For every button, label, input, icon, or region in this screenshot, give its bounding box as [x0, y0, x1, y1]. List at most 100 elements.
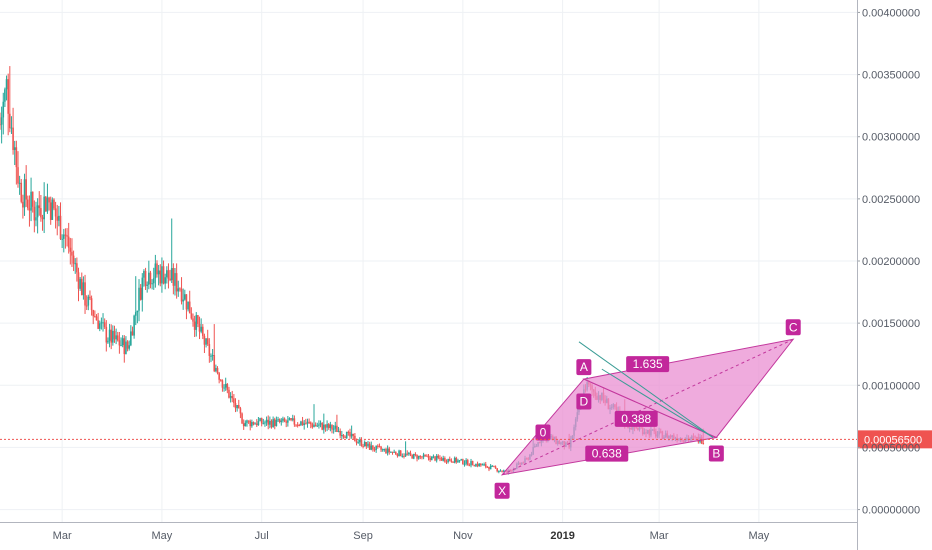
candle-body: [249, 420, 252, 427]
y-tick-label: 0.00350000: [862, 70, 920, 82]
candle-body: [352, 433, 355, 436]
candle-body: [427, 455, 430, 458]
xabcd-pattern[interactable]: X A B C 0 D 1.635 0.388 0.638: [494, 319, 801, 499]
pattern-ratio-label-bg: [626, 356, 670, 373]
candle-body: [61, 238, 63, 240]
candle-body: [77, 272, 80, 289]
grid-lines: [0, 0, 857, 522]
candle-body: [350, 433, 353, 437]
y-tick-label: 0.00000000: [862, 505, 920, 517]
candle-body: [372, 445, 374, 450]
candle-body: [244, 422, 247, 427]
x-tick-label: Jul: [255, 530, 269, 542]
candle-body: [113, 330, 116, 340]
candle-body: [494, 466, 497, 469]
candle-body: [378, 445, 381, 447]
y-tick-label: 0.00200000: [862, 256, 920, 268]
candle-body: [56, 216, 59, 221]
candle-body: [59, 215, 62, 239]
candle-body: [255, 423, 258, 426]
candle-body: [76, 263, 78, 273]
candle-body: [354, 435, 356, 442]
candle-body: [285, 421, 288, 423]
candle-body: [290, 418, 292, 420]
candle-body: [344, 436, 346, 439]
candle-body: [188, 301, 191, 314]
candle-body: [156, 263, 158, 275]
candle-body: [41, 217, 44, 220]
candle-body: [12, 127, 14, 150]
pattern-point-x: X: [494, 482, 510, 499]
candle-body: [239, 408, 242, 414]
candle-body: [267, 419, 270, 425]
candle-body: [260, 418, 263, 424]
candle-body: [478, 463, 481, 467]
candle-body: [177, 288, 180, 292]
candle-body: [247, 420, 250, 422]
candle-body: [5, 79, 8, 90]
candle-body: [499, 470, 502, 472]
candle-body: [64, 234, 67, 236]
candle-body: [167, 270, 170, 279]
pattern-point-a-bg: [576, 359, 592, 376]
candle-body: [375, 445, 377, 450]
candle-body: [329, 424, 332, 428]
pattern-ratio-label-bg: [585, 445, 629, 462]
candle-body: [198, 323, 201, 332]
candle-body: [401, 455, 404, 457]
candle-body: [318, 424, 320, 426]
candle-body: [72, 255, 75, 264]
pattern-ratio-label-text: 0.638: [592, 447, 622, 461]
candle-body: [272, 419, 274, 428]
candle-body: [316, 425, 319, 427]
candle-body: [445, 461, 448, 463]
y-tick-label: 0.00250000: [862, 194, 920, 206]
candle-body: [25, 179, 27, 200]
candle-body: [125, 341, 127, 355]
candle-body: [85, 305, 88, 307]
candle-body: [92, 310, 95, 317]
candle-body: [342, 434, 345, 437]
candle-body: [399, 450, 402, 457]
candle-body: [2, 101, 5, 118]
candle-body: [326, 423, 328, 428]
candle-body: [434, 456, 436, 461]
candle-body: [69, 247, 72, 252]
candle-body: [460, 459, 463, 461]
candle-body: [246, 420, 248, 423]
candle-body: [287, 420, 289, 423]
candle-body: [210, 355, 212, 357]
last-price-label: 0.00056500: [864, 434, 922, 446]
candle-body: [303, 423, 306, 426]
candle-body: [205, 338, 207, 345]
candle-body: [231, 396, 234, 399]
candle-body: [462, 459, 464, 465]
candle-body: [314, 424, 317, 426]
candle-body: [215, 368, 217, 372]
candle-body: [54, 208, 57, 217]
candle-body: [306, 421, 309, 424]
candle-body: [501, 470, 503, 472]
candle-body: [251, 422, 253, 427]
candle-body: [357, 442, 359, 444]
candle-body: [123, 338, 126, 355]
candle-body: [184, 294, 186, 300]
candle-body: [359, 439, 361, 443]
candle-body: [355, 441, 358, 443]
candle-body: [112, 330, 114, 343]
candle-body: [159, 270, 162, 284]
candle-body: [40, 208, 42, 218]
candle-body: [309, 422, 312, 425]
x-tick-label: 2019: [550, 530, 574, 542]
candle-body: [424, 454, 427, 456]
candle-body: [327, 423, 330, 428]
candle-body: [430, 456, 433, 461]
candle-body: [118, 340, 121, 346]
candle-body: [131, 331, 134, 336]
candle-body: [403, 455, 405, 457]
candle-body: [174, 273, 176, 286]
last-price-line-group: 0.00056500: [0, 430, 932, 449]
candle-body: [33, 206, 36, 221]
candle-body: [283, 418, 286, 422]
